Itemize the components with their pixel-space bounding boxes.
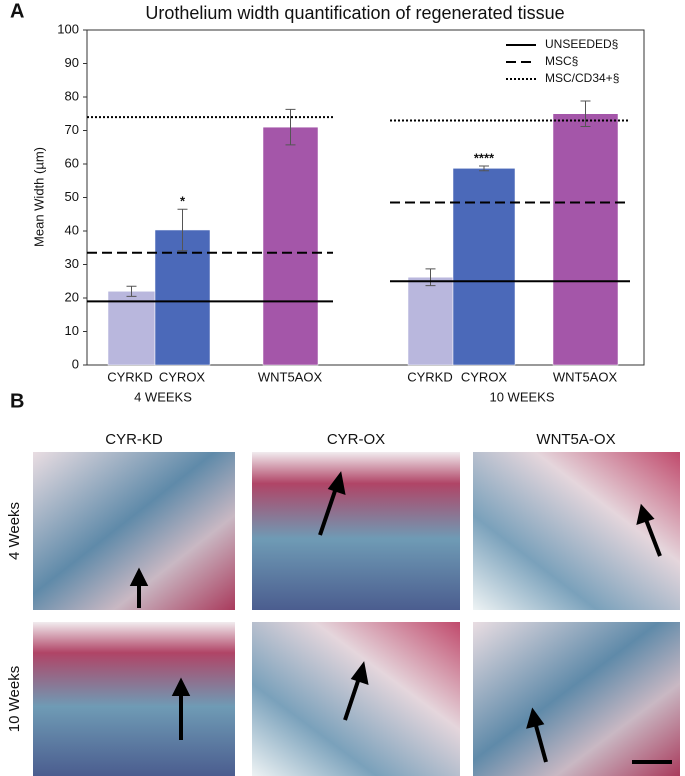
panel-label: A (10, 0, 24, 22)
y-axis-label: Mean Width (µm) (31, 147, 46, 247)
column-label: CYR-KD (105, 431, 163, 448)
row-label: 4 Weeks (6, 502, 23, 560)
micrograph (252, 452, 460, 610)
y-tick-label: 10 (65, 323, 79, 338)
micrograph (33, 452, 235, 610)
column-label: CYR-OX (327, 431, 385, 448)
panel-label: B (10, 390, 24, 412)
group-label: 10 WEEKS (489, 389, 554, 404)
chart-title: Urothelium width quantification of regen… (145, 3, 564, 23)
x-tick-label: CYROX (461, 369, 508, 384)
bar (552, 113, 619, 366)
y-tick-label: 80 (65, 88, 79, 103)
y-tick-label: 40 (65, 222, 79, 237)
y-tick-label: 90 (65, 55, 79, 70)
significance-label: **** (474, 150, 495, 165)
group-label: 4 WEEKS (134, 389, 192, 404)
arrows (129, 471, 672, 764)
bar (452, 168, 516, 366)
y-tick-label: 50 (65, 189, 79, 204)
row-label: 10 Weeks (6, 666, 23, 732)
error-bar (580, 100, 591, 127)
error-bar (177, 208, 188, 252)
micrograph (33, 622, 235, 776)
x-tick-label: WNT5AOX (553, 369, 618, 384)
significance-label: * (180, 194, 186, 209)
y-tick-label: 0 (72, 356, 79, 371)
y-tick-label: 60 (65, 155, 79, 170)
column-label: WNT5A-OX (536, 431, 615, 448)
micrograph (473, 622, 680, 776)
legend-label: UNSEEDED§ (545, 37, 618, 51)
y-tick-label: 70 (65, 122, 79, 137)
error-bar (126, 285, 137, 297)
error-bar (479, 165, 489, 172)
x-tick-label: CYRKD (407, 369, 453, 384)
error-bar (285, 108, 296, 146)
y-tick-label: 100 (57, 21, 79, 36)
legend-label: MSC/CD34+§ (545, 71, 619, 85)
histology-panels (33, 452, 680, 776)
bar (407, 276, 454, 366)
y-tick-label: 30 (65, 256, 79, 271)
y-tick-label: 20 (65, 289, 79, 304)
x-tick-label: WNT5AOX (258, 369, 323, 384)
x-tick-label: CYROX (159, 369, 206, 384)
x-tick-label: CYRKD (107, 369, 153, 384)
micrograph (473, 452, 680, 610)
micrograph (252, 622, 460, 776)
bar (262, 126, 319, 366)
legend-label: MSC§ (545, 54, 578, 68)
bar (107, 291, 156, 366)
error-bar (425, 268, 436, 287)
